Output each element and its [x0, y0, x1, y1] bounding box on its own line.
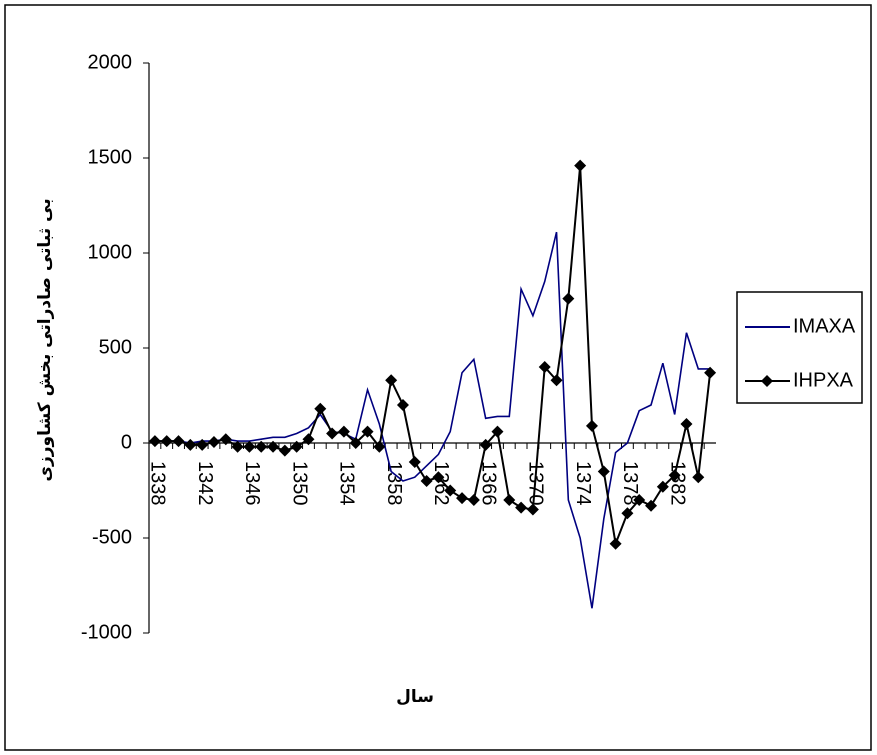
- y-tick-label: 500: [99, 336, 132, 358]
- y-axis-title: بی ثباتی صادراتی بخش کشاورزی: [35, 198, 55, 481]
- y-tick-label: -500: [92, 526, 132, 548]
- legend-label: IHPXA: [793, 369, 854, 391]
- x-tick-label: 1350: [288, 461, 310, 506]
- x-tick-label: 1354: [336, 461, 358, 506]
- y-tick-label: -1000: [81, 621, 132, 643]
- y-tick-label: 1000: [88, 241, 133, 263]
- y-tick-label: 1500: [88, 146, 133, 168]
- x-tick-label: 1346: [241, 461, 263, 506]
- x-tick-label: 1338: [147, 461, 169, 506]
- x-tick-label: 1358: [383, 461, 405, 506]
- x-tick-label: 1374: [572, 461, 594, 506]
- y-tick-label: 2000: [88, 51, 133, 73]
- x-tick-label: 1362: [430, 461, 452, 506]
- y-tick-label: 0: [121, 431, 132, 453]
- x-axis-title: سال: [396, 687, 434, 707]
- chart: بی ثباتی صادراتی بخش کشاورزی سال -1000 -5…: [0, 0, 877, 755]
- legend-label: IMAXA: [793, 315, 856, 337]
- x-tick-label: 1342: [194, 461, 216, 506]
